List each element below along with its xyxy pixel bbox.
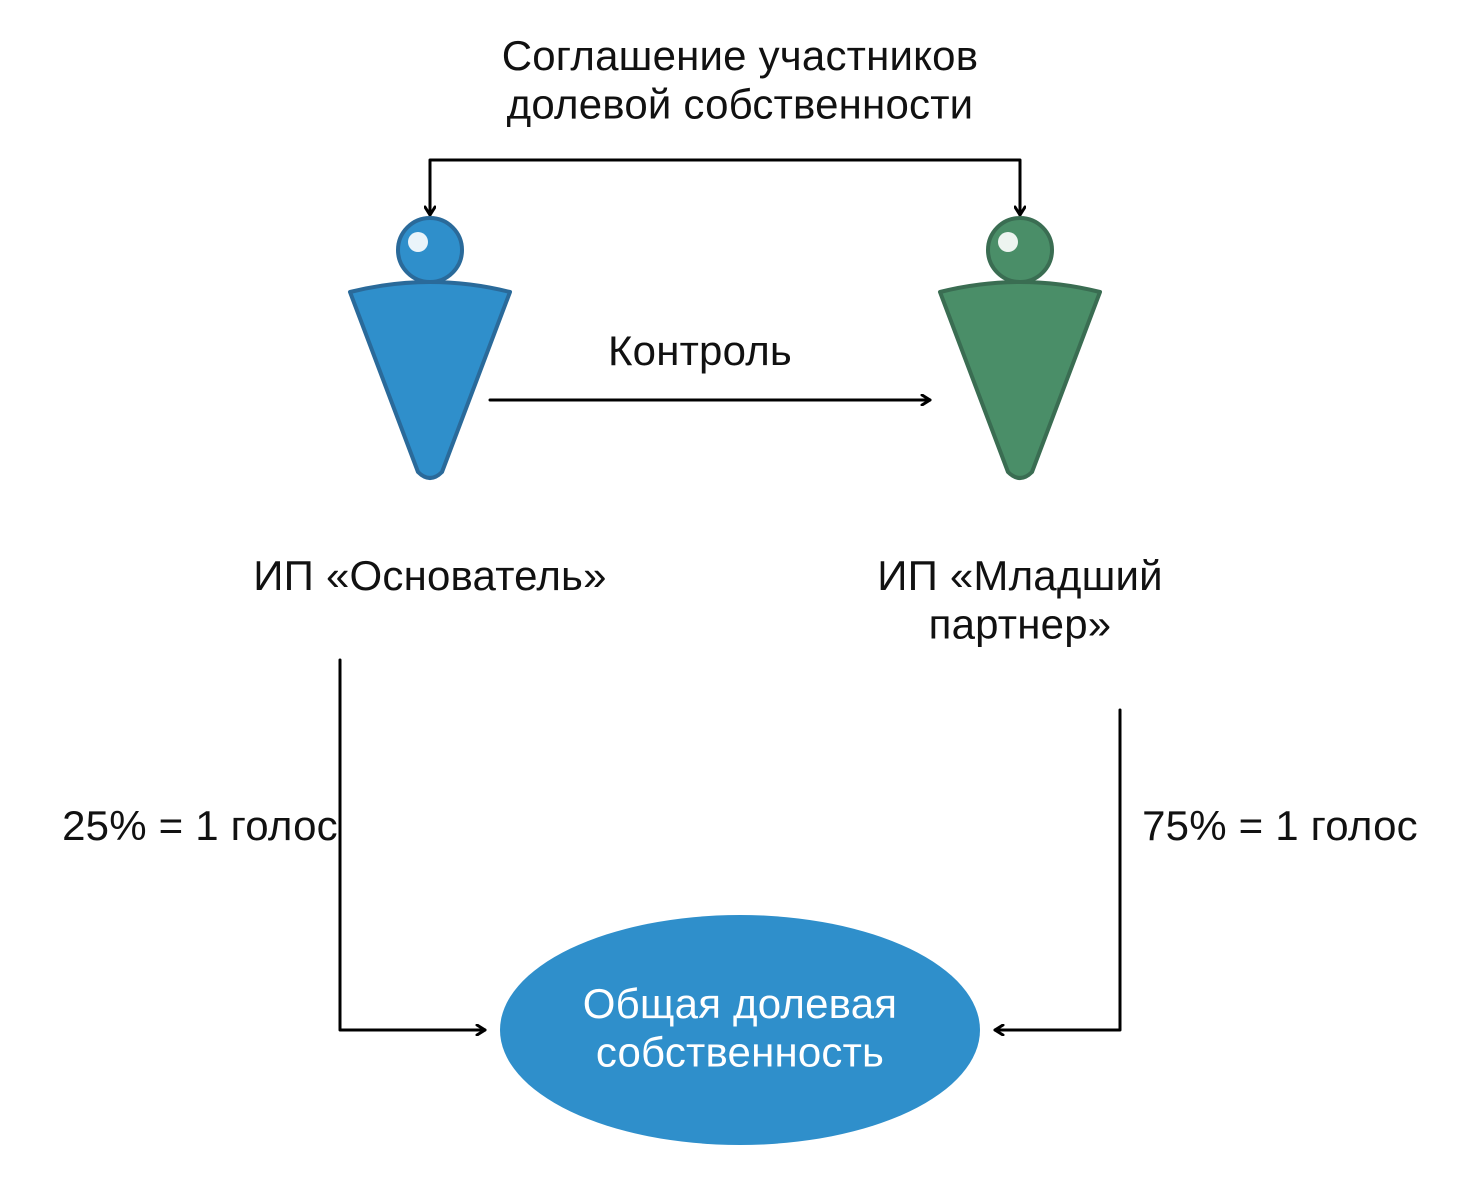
partner-label: ИП «Младшийпартнер»: [877, 552, 1163, 647]
founder-icon: [350, 218, 510, 478]
partner-share-label: 75% = 1 голос: [1142, 802, 1418, 849]
control-label: Контроль: [608, 327, 792, 374]
edge-founder-ownership: [340, 660, 485, 1030]
ownership-label: Общая долеваясобственность: [583, 980, 897, 1075]
founder-share-label: 25% = 1 голос: [62, 802, 338, 849]
agreement-label: Соглашение участниковдолевой собственнос…: [502, 32, 979, 127]
edge-agreement: [430, 160, 1020, 215]
founder-label: ИП «Основатель»: [253, 552, 606, 599]
edge-partner-ownership: [995, 710, 1120, 1030]
partner-icon: [940, 218, 1100, 478]
